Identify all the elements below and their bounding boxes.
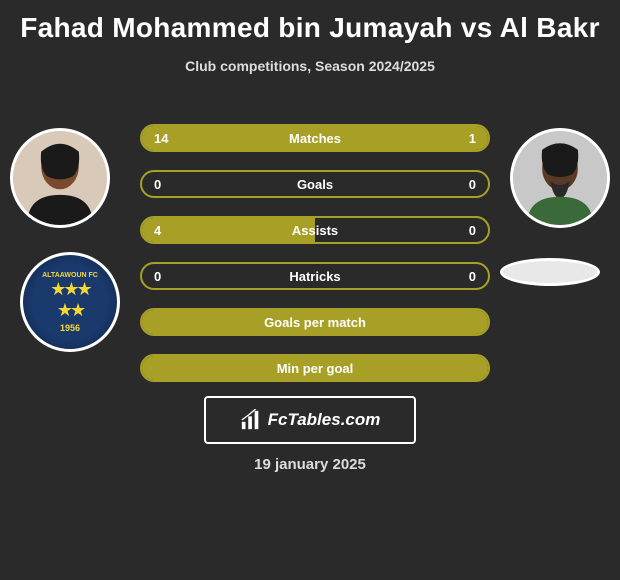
stat-row: Hatricks0 0 — [140, 262, 490, 290]
club-left-name: ALTAAWOUN FC — [42, 272, 98, 279]
stat-row: Goals0 0 — [140, 170, 490, 198]
date-text: 19 january 2025 — [0, 456, 620, 473]
stat-label: Goals — [142, 172, 488, 196]
stat-label: Min per goal — [142, 356, 488, 380]
stat-value-right: 0 — [469, 264, 476, 288]
stat-value-left: 0 — [154, 264, 161, 288]
stats-container: Matches141Goals00Assists40Hatricks00Goal… — [140, 124, 490, 400]
player-right-silhouette-icon — [513, 131, 607, 225]
stat-label: Assists — [142, 218, 488, 242]
stat-row: Matches14 1 — [140, 124, 490, 152]
stat-row: Min per goal — [140, 354, 490, 382]
club-left-badge: ALTAAWOUN FC ★★★★★ 1956 — [20, 252, 120, 352]
player-left-avatar — [10, 128, 110, 228]
stat-label: Hatricks — [142, 264, 488, 288]
fctables-logo-text: FcTables.com — [268, 410, 381, 430]
stat-row: Goals per match — [140, 308, 490, 336]
club-left-year: 1956 — [42, 323, 98, 333]
stat-label: Matches — [142, 126, 488, 150]
fctables-chart-icon — [240, 409, 262, 431]
stat-value-right: 0 — [469, 218, 476, 242]
stat-value-left: 4 — [154, 218, 161, 242]
stat-value-left: 0 — [154, 172, 161, 196]
stat-row: Assists4 0 — [140, 216, 490, 244]
player-left-silhouette-icon — [13, 131, 107, 225]
club-left-stars-icon: ★★★★★ — [42, 279, 98, 321]
stat-value-right: 0 — [469, 172, 476, 196]
subtitle: Club competitions, Season 2024/2025 — [0, 58, 620, 74]
stat-label: Goals per match — [142, 310, 488, 334]
stat-value-left: 14 — [154, 126, 168, 150]
player-right-avatar — [510, 128, 610, 228]
fctables-logo: FcTables.com — [204, 396, 416, 444]
club-right-badge — [500, 258, 600, 286]
page-title: Fahad Mohammed bin Jumayah vs Al Bakr — [0, 0, 620, 44]
stat-value-right: 1 — [469, 126, 476, 150]
